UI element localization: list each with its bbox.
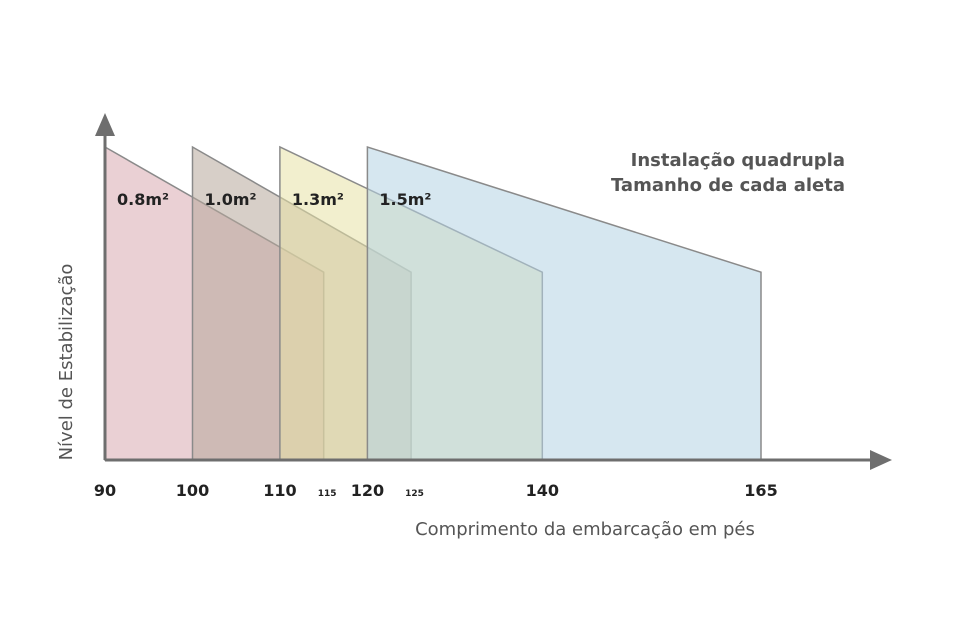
band-label-1: 0.8m² bbox=[117, 190, 169, 209]
note-line-1: Instalação quadrupla bbox=[631, 150, 845, 171]
band-label-2: 1.0m² bbox=[205, 190, 257, 209]
labels-layer: Instalação quadrupla Tamanho de cada ale… bbox=[56, 150, 845, 540]
x-tick-90: 90 bbox=[94, 481, 116, 500]
x-tick-125: 125 bbox=[405, 489, 424, 499]
x-tick-115: 115 bbox=[318, 489, 337, 499]
band-label-3: 1.3m² bbox=[292, 190, 344, 209]
band-label-4: 1.5m² bbox=[379, 190, 431, 209]
axes-layer bbox=[95, 113, 892, 470]
y-axis-arrow bbox=[95, 113, 115, 136]
x-tick-120: 120 bbox=[351, 481, 384, 500]
x-tick-165: 165 bbox=[744, 481, 777, 500]
x-tick-140: 140 bbox=[526, 481, 559, 500]
x-tick-110: 110 bbox=[263, 481, 296, 500]
x-axis-arrow bbox=[870, 450, 892, 470]
bands-layer bbox=[104, 145, 762, 461]
note-line-2: Tamanho de cada aleta bbox=[611, 175, 845, 196]
x-tick-100: 100 bbox=[176, 481, 209, 500]
x-axis-title: Comprimento da embarcação em pés bbox=[415, 519, 755, 540]
y-axis-title: Nível de Estabilização bbox=[56, 264, 77, 461]
